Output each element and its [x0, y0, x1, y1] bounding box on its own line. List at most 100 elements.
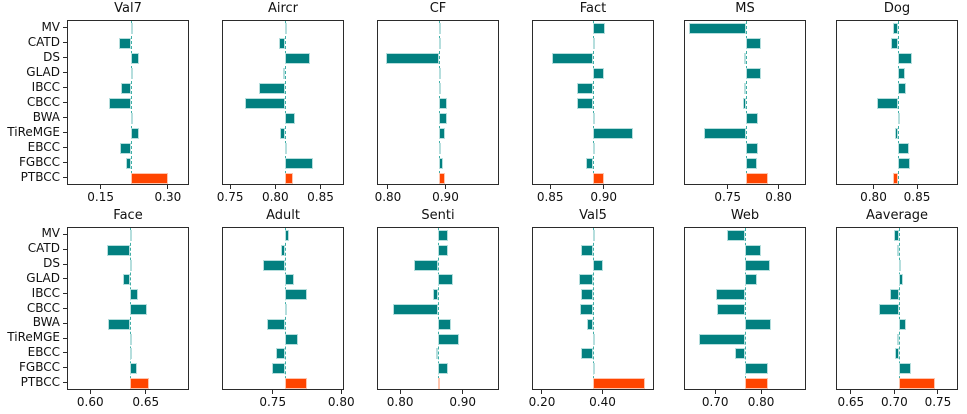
bar-mv — [438, 229, 448, 241]
subplot-axes — [836, 20, 958, 185]
x-tick-mark — [602, 390, 604, 394]
bar-catd — [279, 38, 286, 49]
y-axis-method-label: GLAD — [26, 64, 60, 79]
y-tick-mark — [63, 322, 67, 324]
baseline-dashed-line — [285, 21, 287, 184]
y-axis-method-label: PTBCC — [20, 374, 60, 389]
x-tick-mark — [850, 390, 852, 394]
y-axis-method-label: CATD — [27, 34, 60, 49]
bar-mv — [130, 229, 133, 241]
x-tick-label: 0.90 — [449, 395, 477, 409]
bar-catd — [438, 38, 441, 49]
bar-bwa — [130, 113, 133, 124]
y-tick-mark — [63, 293, 67, 295]
x-tick-mark — [100, 185, 102, 189]
subplot-axes — [67, 227, 189, 390]
y-axis-method-label: CATD — [27, 241, 60, 256]
subplot-axes — [684, 227, 806, 390]
y-tick-mark — [63, 352, 67, 354]
x-tick-mark — [462, 390, 464, 394]
bar-ebcc — [435, 348, 439, 360]
y-tick-mark — [63, 367, 67, 369]
bar-bwa — [285, 113, 295, 124]
x-tick-mark — [387, 185, 389, 189]
subplot-axes — [532, 227, 654, 390]
subplot-axes — [684, 20, 806, 185]
bar-ebcc — [120, 143, 131, 154]
bar-glad — [745, 274, 758, 286]
x-tick-mark — [320, 185, 321, 189]
bar-bwa — [897, 113, 900, 124]
bar-glad — [130, 68, 133, 79]
bar-glad — [898, 274, 903, 286]
subplot-title: Aaverage — [865, 208, 929, 223]
bar-ebcc — [438, 143, 441, 154]
bar-ds — [745, 259, 770, 271]
x-tick-label: 0.75 — [259, 395, 287, 409]
y-axis-method-label: CBCC — [26, 300, 60, 315]
bar-ebcc — [746, 143, 758, 154]
bar-ibcc — [744, 83, 746, 94]
x-tick-label: 0.90 — [432, 190, 459, 204]
x-tick-mark — [444, 185, 446, 189]
y-axis-method-label: MV — [41, 19, 60, 34]
bar-ibcc — [130, 289, 138, 301]
bar-mv — [592, 229, 595, 241]
y-tick-mark — [63, 42, 67, 43]
baseline-dashed-line — [438, 228, 440, 389]
bar-cbcc — [877, 98, 898, 109]
bar-glad — [438, 274, 454, 286]
x-tick-mark — [714, 390, 716, 394]
bar-catd — [891, 38, 898, 49]
bar-ebcc — [593, 143, 595, 154]
bar-ebcc — [895, 348, 899, 360]
bar-ibcc — [120, 83, 131, 94]
subplot-title: MS — [735, 1, 755, 16]
subplot-axes — [836, 227, 958, 390]
bar-mv — [285, 23, 288, 34]
bar-glad — [282, 68, 286, 79]
bar-glad — [746, 68, 761, 79]
bar-ptbcc — [892, 173, 898, 184]
bar-catd — [438, 244, 448, 256]
bar-catd — [118, 38, 131, 49]
bar-fgbcc — [897, 158, 910, 169]
subplot-title: Senti — [421, 208, 455, 223]
x-tick-mark — [727, 185, 729, 189]
bar-ebcc — [275, 348, 286, 360]
y-axis-method-label: PTBCC — [20, 169, 60, 184]
y-axis-method-label: DS — [43, 49, 60, 64]
x-tick-label: 0.20 — [528, 395, 556, 409]
bar-ibcc — [258, 83, 286, 94]
bar-tiremge — [704, 128, 746, 139]
x-tick-mark — [549, 185, 551, 189]
bar-tiremge — [897, 333, 899, 345]
bar-mv — [689, 23, 746, 34]
bar-tiremge — [285, 333, 299, 345]
subplot-axes — [532, 20, 654, 185]
bar-tiremge — [130, 333, 133, 345]
bar-bwa — [745, 318, 772, 330]
bar-cbcc — [580, 304, 593, 315]
x-tick-mark — [893, 390, 895, 394]
bar-bwa — [586, 318, 593, 330]
y-axis-method-label: IBCC — [31, 79, 60, 94]
bar-ibcc — [890, 289, 899, 301]
subplot-title: Adult — [266, 208, 300, 223]
bar-ptbcc — [285, 173, 294, 184]
bar-cbcc — [392, 304, 439, 315]
bar-fgbcc — [126, 158, 131, 169]
subplot-axes — [377, 20, 499, 185]
baseline-dashed-line — [898, 228, 900, 389]
bar-fgbcc — [898, 363, 911, 375]
baseline-dashed-line — [746, 21, 747, 184]
y-axis-method-label: FGBCC — [19, 154, 60, 169]
bar-cbcc — [577, 98, 593, 109]
bar-cbcc — [285, 304, 288, 315]
bar-ebcc — [735, 348, 746, 360]
bar-ds — [130, 259, 133, 271]
bar-ptbcc — [438, 378, 441, 390]
y-tick-mark — [63, 263, 67, 265]
bar-glad — [897, 68, 905, 79]
